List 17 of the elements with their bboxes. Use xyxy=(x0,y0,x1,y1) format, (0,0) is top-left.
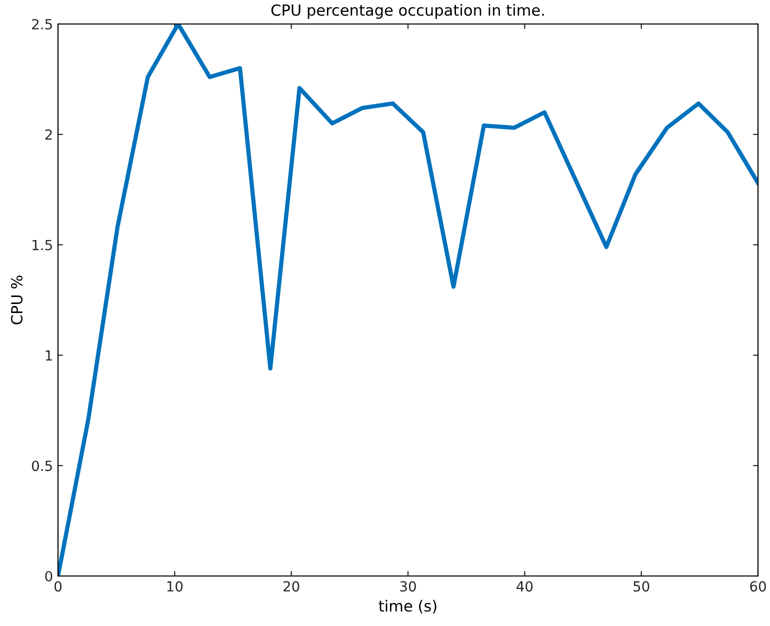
x-tick-label: 20 xyxy=(284,581,300,592)
y-tick-label: 0 xyxy=(45,570,52,582)
x-tick-label: 30 xyxy=(400,581,416,592)
y-tick-label: 1.5 xyxy=(32,240,52,250)
y-tick-label: 2 xyxy=(45,129,52,140)
y-tick-label: 1 xyxy=(46,350,52,360)
chart-title: CPU percentage occupation in time. xyxy=(271,4,544,19)
line-series xyxy=(58,24,758,576)
x-tick-label: 10 xyxy=(167,581,183,592)
x-tick-label: 40 xyxy=(516,581,533,592)
x-tick-label: 60 xyxy=(750,581,766,592)
y-tick-label: 0.5 xyxy=(32,460,52,472)
y-tick-label: 2.5 xyxy=(32,18,52,30)
y-axis-title: CPU % xyxy=(10,276,23,324)
x-tick-label: 0 xyxy=(54,581,62,592)
x-axis-title: time (s) xyxy=(378,600,436,614)
x-tick-label: 50 xyxy=(634,581,650,592)
